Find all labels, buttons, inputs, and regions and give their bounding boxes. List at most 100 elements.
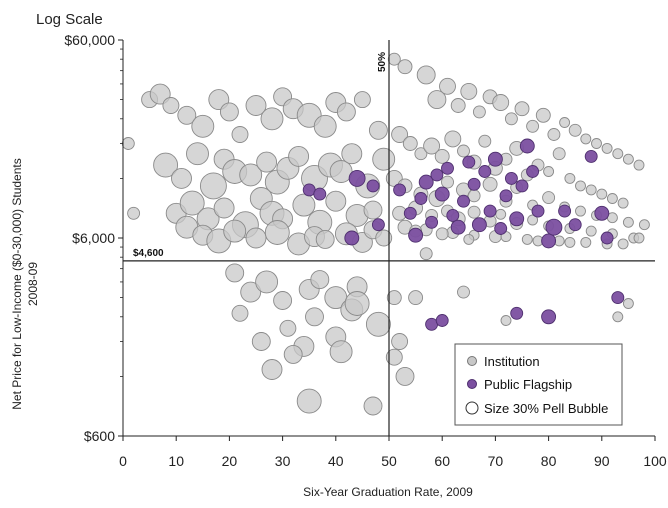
flagship-bubble	[558, 204, 572, 218]
flagship-bubble	[545, 218, 563, 236]
flagship-bubble	[414, 192, 428, 205]
x-tick-label: 20	[222, 453, 238, 469]
flagship-bubble	[504, 171, 518, 185]
institution-bubble	[526, 119, 540, 133]
institution-bubble	[240, 281, 262, 303]
flagship-bubble	[371, 218, 385, 232]
legend-flagship-label: Public Flagship	[484, 377, 572, 392]
institution-bubble	[391, 333, 409, 350]
institution-bubble	[585, 225, 597, 237]
institution-bubble	[375, 229, 393, 247]
institution-bubble	[397, 59, 413, 75]
institution-bubble	[478, 134, 492, 148]
institution-bubble	[419, 247, 433, 261]
flagship-bubble	[467, 177, 481, 191]
institution-bubble	[260, 107, 284, 131]
flagship-bubble	[515, 179, 529, 193]
flagship-bubble	[531, 204, 545, 218]
legend-size-marker	[465, 401, 479, 415]
institution-bubble	[580, 236, 592, 248]
institution-bubble	[245, 95, 267, 116]
institution-bubble	[353, 91, 371, 109]
institution-bubble	[315, 229, 335, 249]
institution-bubble	[612, 311, 624, 323]
institution-bubble	[329, 160, 353, 183]
flagship-bubble	[594, 205, 610, 221]
scale-note: Log Scale	[36, 11, 103, 28]
legend-size-label: Size 30% Pell Bubble	[484, 401, 608, 416]
axes: 0 10 20 30 40 50 60 70 80 90 100 $600 $6,000 $60,000	[64, 32, 667, 469]
y-tick-label: $600	[84, 428, 115, 444]
institution-bubble	[288, 145, 310, 167]
flagship-bubble	[462, 155, 476, 169]
institution-bubble	[368, 120, 388, 140]
x-ticks: 0 10 20 30 40 50 60 70 80 90 100	[119, 436, 667, 469]
institution-bubble	[633, 159, 645, 171]
institution-bubble	[179, 190, 205, 216]
institution-bubble	[414, 147, 428, 161]
institution-bubble	[564, 172, 576, 184]
institution-bubble	[638, 219, 650, 231]
flagship-series	[302, 138, 625, 359]
institution-bubble	[606, 193, 618, 204]
flagship-bubble	[499, 189, 513, 203]
institution-bubble	[612, 148, 624, 160]
x-tick-label: 40	[328, 453, 344, 469]
legend-box	[454, 343, 623, 426]
institution-bubble	[239, 163, 263, 187]
flagship-bubble	[366, 179, 380, 193]
y-axis-title: Net Price for Low-Income ($0-30,000) Stu…	[10, 158, 24, 409]
flagship-bubble	[584, 149, 598, 163]
flagship-bubble	[313, 187, 327, 201]
institution-bubble	[542, 191, 556, 205]
institution-bubble	[391, 126, 409, 143]
institution-bubble	[264, 220, 290, 245]
institution-bubble	[223, 219, 247, 243]
flagship-bubble	[450, 219, 466, 235]
institution-bubble	[329, 340, 353, 364]
institution-bubble	[622, 153, 634, 165]
y-tick-label: $6,000	[72, 230, 115, 246]
institution-bubble	[310, 270, 330, 290]
legend-institution-label: Institution	[484, 354, 540, 369]
x-tick-label: 80	[541, 453, 557, 469]
institution-bubble	[231, 304, 249, 322]
institution-bubble	[450, 98, 466, 113]
institution-bubble	[622, 298, 634, 309]
flagship-bubble	[568, 218, 582, 232]
institution-bubble	[387, 52, 401, 66]
institution-bubble	[467, 205, 481, 219]
flagship-bubble	[541, 309, 557, 325]
flagship-bubble	[483, 204, 497, 218]
legend-institution-marker	[467, 356, 477, 366]
institution-bubble	[435, 227, 449, 241]
institution-bubble	[472, 105, 486, 119]
y-ticks: $600 $6,000 $60,000	[64, 32, 123, 444]
flagship-bubble	[519, 138, 535, 154]
institution-series	[121, 52, 650, 416]
flagship-bubble	[344, 230, 360, 246]
institution-bubble	[213, 197, 235, 219]
x-tick-label: 100	[643, 453, 667, 469]
institution-bubble	[591, 138, 602, 149]
institution-bubble	[463, 233, 475, 245]
flagship-bubble	[509, 211, 525, 227]
flagship-bubble	[403, 206, 417, 220]
institution-bubble	[363, 200, 383, 220]
institution-bubble	[521, 233, 533, 245]
institution-bubble	[427, 90, 447, 110]
reference-lines: 50% $4,600	[123, 40, 655, 436]
institution-bubble	[177, 105, 197, 125]
institution-bubble	[543, 166, 555, 177]
institution-bubble	[467, 189, 481, 203]
institution-bubble	[292, 193, 316, 217]
institution-bubble	[171, 167, 192, 189]
flagship-bubble	[408, 227, 424, 243]
flagship-bubble	[430, 168, 444, 182]
institution-bubble	[547, 128, 561, 141]
flagship-bubble	[487, 151, 503, 167]
institution-bubble	[336, 102, 356, 122]
x-tick-label: 30	[275, 453, 291, 469]
institution-bubble	[441, 175, 454, 189]
